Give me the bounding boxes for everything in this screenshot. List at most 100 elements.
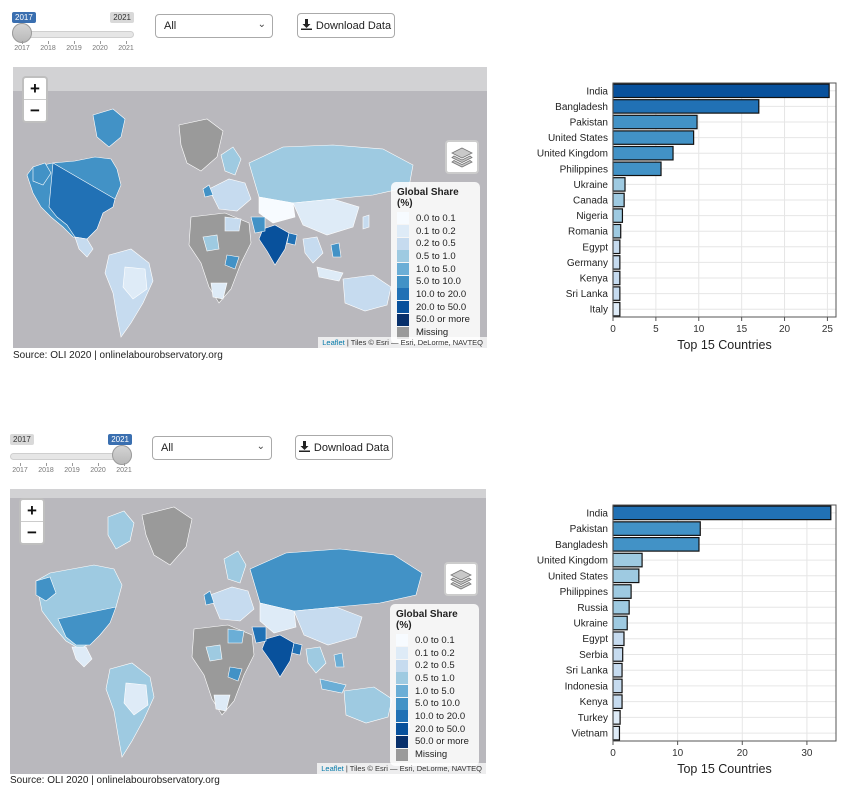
legend-swatch [396,634,408,647]
x-tick-label: 0 [610,748,616,759]
legend-swatch [397,212,409,225]
download-data-label: Download Data [315,19,392,32]
tiles-attribution: | Tiles © Esri — Esri, DeLorme, NAVTEQ [346,338,483,347]
category-label: Philippines [560,587,608,598]
category-label: Kenya [580,274,609,285]
bar [612,99,760,114]
world-map-canvas[interactable] [10,489,486,774]
slider-tick [46,463,47,466]
bar [612,208,624,223]
year-slider[interactable]: 2017 2021 2017 2018 2019 2020 2021 [10,434,132,478]
slider-handle[interactable] [12,23,32,43]
slider-handle[interactable] [112,445,132,465]
category-label: Italy [590,305,608,316]
layers-toggle-button[interactable] [444,562,478,596]
bar [612,161,662,177]
zoom-in-button[interactable]: + [24,78,46,100]
category-label: Egypt [582,242,608,253]
x-tick-label: 30 [801,748,813,759]
x-tick-label: 5 [653,324,659,335]
slider-min-tag: 2017 [10,434,34,445]
category-label: Canada [573,196,608,207]
leaflet-link[interactable]: Leaflet [322,338,345,347]
legend-swatch [396,748,408,761]
slider-tick [124,463,125,466]
legend-label: 5.0 to 10.0 [416,276,461,288]
category-label: Philippines [560,164,608,175]
slider-tick [98,463,99,466]
legend-label: 50.0 or more [416,314,470,326]
download-data-button[interactable]: Download Data [295,435,393,460]
bar [612,584,632,599]
legend-rows: 0.0 to 0.1 0.1 to 0.2 0.2 to 0.5 0.5 to 1.0… [397,212,474,339]
category-label: United Kingdom [537,149,608,160]
bar [612,568,640,584]
legend-swatch [397,313,409,326]
legend-item: Missing [397,326,474,339]
filter-select[interactable]: All ⌄ [155,14,273,38]
legend-label: 0.5 to 1.0 [416,250,456,262]
legend-label: Missing [416,327,449,339]
legend-title: Global Share (%) [396,609,458,631]
category-label: Sri Lanka [566,289,609,300]
bar [612,255,621,270]
tiles-attribution: | Tiles © Esri — Esri, DeLorme, NAVTEQ [345,764,482,773]
category-label: Sri Lanka [566,666,609,677]
zoom-control: + − [19,498,45,545]
legend-swatch [397,301,409,314]
legend-item: 50.0 or more [397,313,474,327]
bar [612,239,621,255]
plot-border [612,504,837,742]
legend-swatch [396,647,408,660]
legend-item: 5.0 to 10.0 [396,697,473,710]
zoom-out-button[interactable]: − [30,101,40,120]
download-icon [300,18,312,33]
legend-label: 50.0 or more [415,736,469,748]
legend-item: 20.0 to 50.0 [397,301,474,314]
legend-item: 10.0 to 20.0 [396,710,473,723]
plot-border [612,82,837,318]
legend-label: 0.2 to 0.5 [416,238,456,250]
legend-title: Global Share (%) [397,187,459,209]
filter-select[interactable]: All ⌄ [152,436,272,460]
layers-toggle-button[interactable] [445,140,479,174]
bar [612,536,700,552]
category-label: Romania [568,227,608,238]
leaflet-link[interactable]: Leaflet [321,764,344,773]
legend-label: 1.0 to 5.0 [415,685,455,697]
legend-swatch [397,275,409,288]
legend-label: 0.1 to 0.2 [415,647,455,659]
legend-label: 0.0 to 0.1 [416,212,456,224]
world-map-canvas[interactable] [13,67,487,348]
legend-swatch [397,288,409,301]
slider-tick [72,463,73,466]
category-label: Serbia [579,650,608,661]
download-data-button[interactable]: Download Data [297,13,395,38]
legend-swatch [396,710,408,723]
legend-item: 0.2 to 0.5 [396,659,473,672]
legend-label: 5.0 to 10.0 [415,698,460,710]
bar [612,301,621,317]
slider-tick-label: 2021 [118,45,134,52]
zoom-out-button[interactable]: − [27,523,37,542]
category-label: Ukraine [574,180,609,191]
world-choropleth-map[interactable]: + − Global Share (%) 0.0 to 0.1 0.1 to 0.… [10,489,486,774]
bar [612,552,643,568]
legend-item: 50.0 or more [396,735,473,749]
bar [612,631,625,647]
world-choropleth-map[interactable]: + − Global Share (%) 0.0 to 0.1 0.1 to 0.… [13,67,487,348]
legend-item: 0.2 to 0.5 [397,237,474,250]
legend-label: 20.0 to 50.0 [416,301,467,313]
legend-label: 0.2 to 0.5 [415,660,455,672]
x-tick-label: 15 [736,324,748,335]
x-tick-label: 0 [610,324,616,335]
bar [612,725,621,741]
legend-item: 1.0 to 5.0 [397,263,474,276]
category-label: India [586,508,608,519]
download-data-label: Download Data [313,441,390,454]
category-label: Ukraine [574,619,609,630]
category-label: Russia [577,603,608,614]
year-slider[interactable]: 2017 2021 2017 2018 2019 2020 2021 [12,12,134,56]
legend-swatch [396,659,408,672]
zoom-in-button[interactable]: + [21,500,43,522]
